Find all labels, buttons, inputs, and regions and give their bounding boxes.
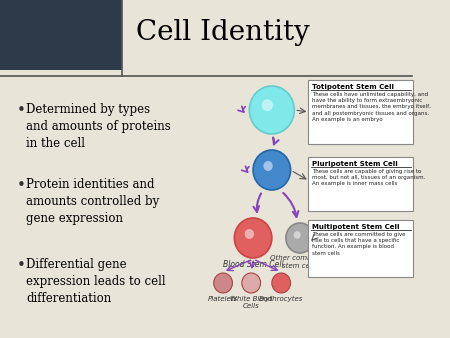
- Text: Totipotent Stem Cell: Totipotent Stem Cell: [312, 84, 394, 90]
- Text: Differential gene
expression leads to cell
differentiation: Differential gene expression leads to ce…: [26, 258, 166, 305]
- Text: White Blood
Cells: White Blood Cells: [230, 296, 272, 309]
- Text: Determined by types
and amounts of proteins
in the cell: Determined by types and amounts of prote…: [26, 103, 171, 150]
- FancyBboxPatch shape: [308, 220, 414, 277]
- Text: Cell Identity: Cell Identity: [136, 20, 310, 47]
- Text: Other committed
stem cells: Other committed stem cells: [270, 255, 330, 268]
- Text: Erythrocytes: Erythrocytes: [259, 296, 303, 302]
- Text: •: •: [17, 178, 26, 193]
- Circle shape: [249, 86, 294, 134]
- Circle shape: [293, 231, 301, 239]
- Text: These cells have unlimited capability, and
have the ability to form extraembryon: These cells have unlimited capability, a…: [312, 92, 431, 122]
- Circle shape: [263, 161, 273, 171]
- FancyBboxPatch shape: [308, 157, 414, 211]
- Circle shape: [286, 223, 314, 253]
- Circle shape: [262, 99, 273, 111]
- Text: Protein identities and
amounts controlled by
gene expression: Protein identities and amounts controlle…: [26, 178, 159, 225]
- Text: These cells are capable of giving rise to
most, but not all, tissues of an organ: These cells are capable of giving rise t…: [312, 169, 426, 186]
- Circle shape: [214, 273, 233, 293]
- Text: These cells are committed to give
rise to cells that have a specific
function. A: These cells are committed to give rise t…: [312, 232, 405, 256]
- Text: Blood Stem Cell: Blood Stem Cell: [223, 260, 284, 269]
- FancyBboxPatch shape: [308, 80, 414, 144]
- Circle shape: [234, 218, 272, 258]
- Text: •: •: [17, 103, 26, 118]
- FancyBboxPatch shape: [0, 0, 122, 70]
- Text: •: •: [17, 258, 26, 273]
- Circle shape: [245, 229, 254, 239]
- Text: Platelets: Platelets: [208, 296, 238, 302]
- Text: Pluripotent Stem Cell: Pluripotent Stem Cell: [312, 161, 398, 167]
- Text: Multipotent Stem Cell: Multipotent Stem Cell: [312, 224, 400, 230]
- Circle shape: [253, 150, 291, 190]
- Circle shape: [242, 273, 261, 293]
- Circle shape: [272, 273, 291, 293]
